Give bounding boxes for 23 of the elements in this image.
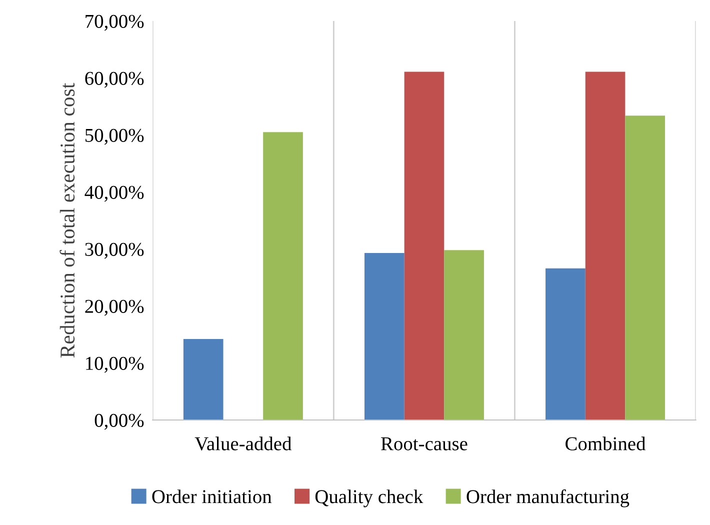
- y-tick-label: 0,00%: [94, 414, 144, 430]
- bar: [364, 252, 404, 420]
- y-tick-label: 40,00%: [84, 186, 144, 202]
- y-tick-label: 20,00%: [85, 300, 144, 316]
- bar: [263, 132, 303, 420]
- x-tick-label: Combined: [566, 436, 646, 450]
- y-axis-title: Reduction of total execution cost: [60, 82, 75, 358]
- bar: [444, 250, 484, 420]
- y-tick-label: 10,00%: [86, 356, 144, 373]
- x-tick-label: Value-added: [194, 436, 292, 450]
- y-tick-label: 30,00%: [85, 242, 144, 259]
- bar: [183, 339, 224, 420]
- y-tick-label: 50,00%: [86, 128, 144, 145]
- legend-label: Order manufacturing: [466, 489, 630, 508]
- bar: [546, 268, 586, 420]
- bar: [625, 116, 666, 420]
- bar: [404, 72, 444, 420]
- legend-label: Order initiation: [152, 490, 272, 504]
- y-tick-label: 70,00%: [86, 14, 144, 31]
- y-tick-label: 60,00%: [85, 72, 144, 88]
- legend-label: Quality check: [315, 490, 424, 508]
- x-tick-label: Root-cause: [381, 437, 468, 450]
- bar: [585, 72, 626, 420]
